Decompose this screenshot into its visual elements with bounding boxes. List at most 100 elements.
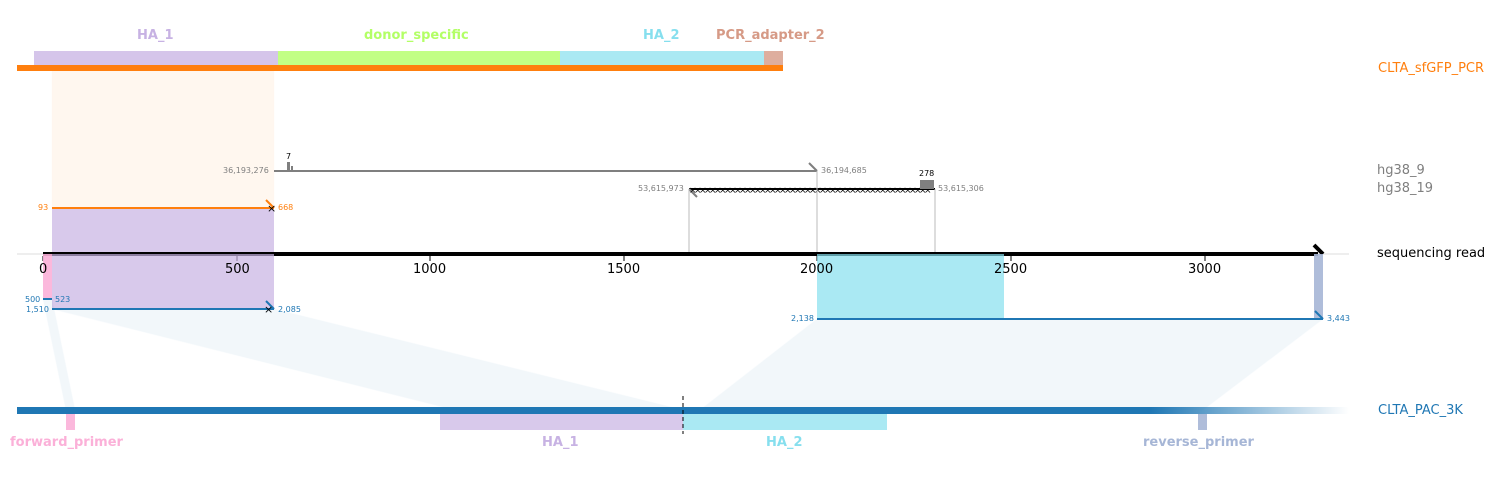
donor-specific-block	[278, 51, 560, 67]
mismatch-mark: ×	[749, 186, 757, 196]
pac2-start-label: 2,138	[791, 314, 814, 323]
mismatch-mark: ×	[849, 186, 857, 196]
top-ha1-label: HA_1	[137, 28, 174, 43]
mismatch-mark: ×	[734, 186, 742, 196]
mismatch-mark: ×	[804, 186, 812, 196]
mismatch-mark: ×	[834, 186, 842, 196]
pac2-alignment-arrow	[1314, 310, 1324, 320]
mismatch-mark: ×	[914, 186, 922, 196]
donor-end-label: 668	[278, 203, 294, 212]
pac-forward-primer-block	[66, 414, 75, 430]
mismatch-mark: ×	[814, 186, 822, 196]
read-ha1-block	[52, 254, 274, 309]
mismatch-mark: ×	[909, 186, 917, 196]
donor-target-line	[17, 65, 783, 71]
pac2-end-label: 3,443	[1327, 314, 1350, 323]
pac1-start-c-label: 1,510	[26, 305, 49, 314]
hg38-9-mismatch-label: 7	[286, 152, 292, 161]
donor-alignment-block	[52, 208, 274, 254]
mismatch-mark: ×	[824, 186, 832, 196]
mismatch-mark: ×	[874, 186, 882, 196]
target-pac-label: CLTA_PAC_3K	[1378, 403, 1463, 418]
axis-tick-label: 0	[39, 262, 48, 277]
pac1-alignment-arrow	[265, 300, 275, 310]
mismatch-mark: ×	[864, 186, 872, 196]
mismatch-mark: ×	[839, 186, 847, 196]
mismatch-mark: ×	[799, 186, 807, 196]
hg38-9-alignment-arrow	[808, 162, 818, 172]
mismatch-mark: ×	[704, 186, 712, 196]
pac-ha2-block	[683, 414, 887, 430]
pac1-start-b-label: 523	[55, 295, 71, 304]
mismatch-mark: ×	[779, 186, 787, 196]
mismatch-mark: ×	[754, 186, 762, 196]
bottom-ha1-label: HA_1	[542, 435, 579, 450]
axis-tick-label: 500	[225, 262, 250, 277]
mismatch-mark: ×	[774, 186, 782, 196]
axis-tick-label: 1000	[413, 262, 447, 277]
mismatch-mark: ×	[869, 186, 877, 196]
mismatch-mark: ×	[759, 186, 767, 196]
hg38-19-end-label: 53,615,306	[938, 184, 984, 193]
mismatch-mark: ×	[769, 186, 777, 196]
pac2-shading	[700, 319, 1323, 410]
hg38-9-mismatch-tick	[287, 162, 290, 171]
mismatch-mark: ×	[879, 186, 887, 196]
mismatch-mark: ×	[854, 186, 862, 196]
read-forward-primer-block	[43, 254, 52, 299]
axis-tick-label: 1500	[607, 262, 641, 277]
bottom-forward-primer-label: forward_primer	[10, 435, 123, 450]
mismatch-mark: ×	[724, 186, 732, 196]
mismatch-mark: ×	[809, 186, 817, 196]
donor-pcr-adapter-block	[764, 51, 783, 67]
pac1-shading	[52, 309, 683, 410]
hg38-19-mismatch-cluster	[920, 180, 934, 189]
top-donor-specific-label: donor_specific	[364, 28, 469, 43]
donor-start-label: 93	[38, 203, 49, 212]
axis-tick-label: 2000	[800, 262, 834, 277]
mismatch-mark: ×	[694, 186, 702, 196]
mismatch-mark: ×	[884, 186, 892, 196]
donor-ha1-block	[34, 51, 278, 67]
hg38-9-mismatch-tick-2	[291, 166, 293, 171]
target-donor-label: CLTA_sfGFP_PCR	[1378, 61, 1485, 76]
donor-ha2-block	[560, 51, 764, 67]
hg38-19-mismatch-label: 278	[919, 169, 935, 178]
read-ha2-block	[817, 254, 1004, 319]
target-hg38-9-label: hg38_9	[1377, 163, 1425, 178]
mismatch-mark: ×	[739, 186, 747, 196]
sequencing-read-arrow	[1312, 243, 1325, 256]
bottom-ha2-label: HA_2	[766, 435, 803, 450]
hg38-9-start-label: 36,193,276	[223, 166, 269, 175]
pac-reverse-primer-block	[1198, 414, 1207, 430]
hg38-19-mismatch-marks: ××××××××××××××××××××××××××××××××××××××××…	[689, 186, 932, 196]
pac-target-line-solid	[17, 407, 1150, 414]
pac1-mismatch-mark: ×	[264, 303, 273, 316]
mismatch-mark: ×	[919, 186, 927, 196]
mismatch-mark: ×	[889, 186, 897, 196]
hg38-19-start-label: 53,615,973	[638, 184, 684, 193]
donor-read-shading	[52, 71, 274, 208]
mismatch-mark: ×	[844, 186, 852, 196]
axis-tick-label: 2500	[994, 262, 1028, 277]
mismatch-mark: ×	[764, 186, 772, 196]
pac1-start-a-label: 500	[25, 295, 41, 304]
mismatch-mark: ×	[819, 186, 827, 196]
top-pcr-adapter-label: PCR_adapter_2	[716, 28, 825, 43]
target-hg38-19-label: hg38_19	[1377, 181, 1434, 196]
mismatch-mark: ×	[924, 186, 932, 196]
mismatch-mark: ×	[899, 186, 907, 196]
bottom-reverse-primer-label: reverse_primer	[1143, 435, 1254, 450]
mismatch-mark: ×	[714, 186, 722, 196]
pac1-end-label: 2,085	[278, 305, 301, 314]
mismatch-mark: ×	[729, 186, 737, 196]
read-reverse-primer-block	[1314, 254, 1323, 319]
mismatch-mark: ×	[744, 186, 752, 196]
mismatch-mark: ×	[794, 186, 802, 196]
mismatch-mark: ×	[699, 186, 707, 196]
top-ha2-label: HA_2	[643, 28, 680, 43]
axis-tick-label: 3000	[1188, 262, 1222, 277]
mismatch-mark: ×	[709, 186, 717, 196]
donor-mismatch-mark: ×	[267, 202, 276, 215]
